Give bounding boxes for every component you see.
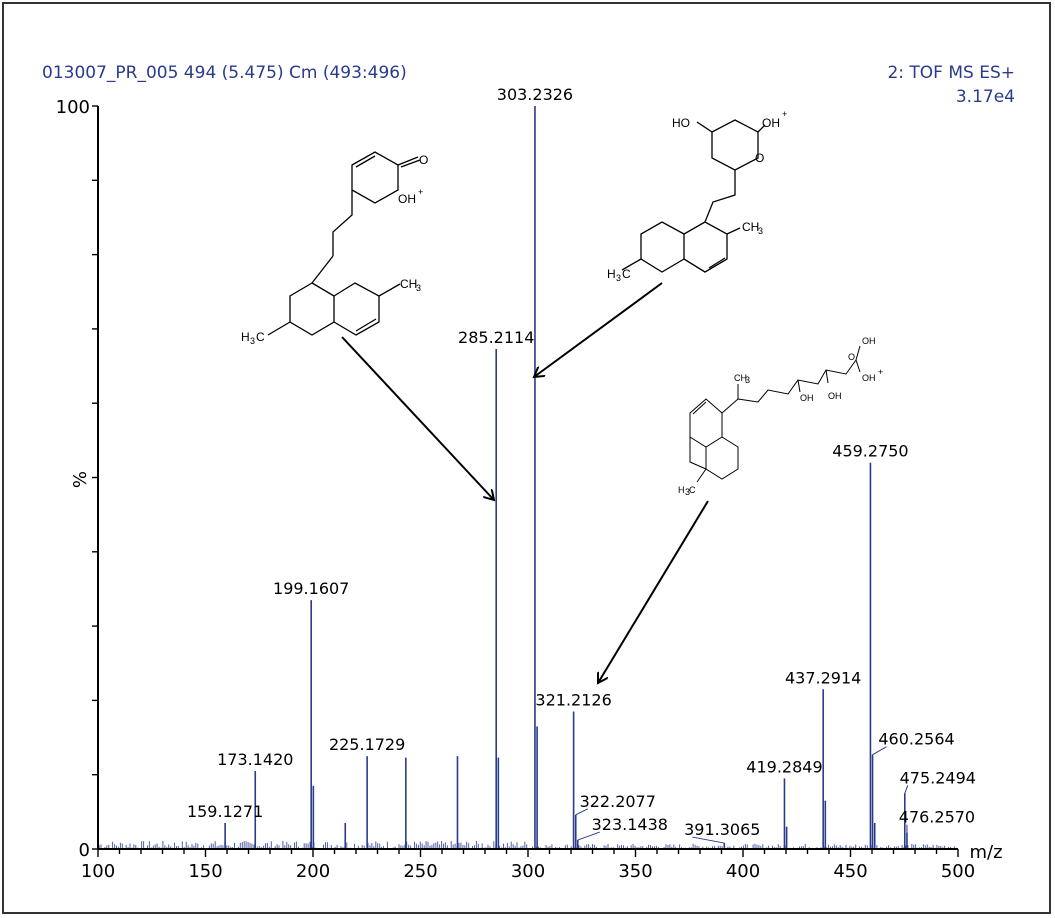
s3-oh-b: OH — [828, 391, 842, 401]
leader-line — [872, 746, 887, 756]
baseline-noise — [98, 840, 957, 849]
peak-label: 419.2849 — [746, 757, 822, 776]
x-tick-label: 150 — [188, 861, 222, 882]
peak-label: 321.2126 — [535, 691, 611, 710]
peak-label: 173.1420 — [217, 750, 293, 769]
x-tick-label: 350 — [618, 861, 652, 882]
function-header: 2: TOF MS ES+ — [887, 63, 1015, 83]
x-tick-label: 300 — [511, 861, 545, 882]
peak-label: 459.2750 — [832, 442, 908, 461]
s2-h3c: H — [607, 267, 616, 281]
arrow-structure-1 — [341, 336, 494, 500]
s1-plus: + — [418, 187, 423, 197]
s2-ho: HO — [672, 116, 690, 130]
y-tick-label: 100 — [56, 97, 90, 118]
x-tick-label: 200 — [296, 861, 330, 882]
y-tick-label: 0 — [79, 840, 90, 861]
s1-h3c-c: C — [256, 330, 265, 344]
x-tick-label: 500 — [941, 861, 975, 882]
s3-ch3: CH — [734, 373, 747, 383]
s1-ch3-sub: 3 — [416, 283, 421, 293]
leader-line — [692, 836, 725, 844]
s3-oh-a: OH — [800, 393, 814, 403]
structure-3 — [689, 345, 861, 483]
sample-header: 013007_PR_005 494 (5.475) Cm (493:496) — [42, 63, 407, 83]
noise-trace — [98, 840, 957, 849]
s3-oh-top: OH — [862, 336, 876, 346]
annotation-arrows — [341, 282, 709, 683]
s2-o-ring: O — [755, 151, 764, 165]
s1-oh-plus: OH — [398, 192, 416, 206]
x-tick-label: 250 — [403, 861, 437, 882]
peak-label: 199.1607 — [273, 579, 349, 598]
s2-ch3-sub: 3 — [758, 226, 763, 236]
s3-plus: + — [878, 367, 883, 377]
y-axis-label: % — [70, 471, 91, 488]
peak-label: 391.3065 — [684, 820, 760, 839]
intensity-header: 3.17e4 — [955, 87, 1015, 107]
s3-h3c: H — [678, 485, 685, 495]
s3-oh-plus: OH — [862, 373, 876, 383]
peak-label: 460.2564 — [878, 730, 954, 749]
leader-line — [577, 831, 600, 841]
s2-ch3: CH — [742, 220, 759, 234]
x-axis-label: m/z — [969, 842, 1002, 863]
arrow-structure-2 — [534, 282, 663, 377]
peak-label: 323.1438 — [592, 815, 668, 834]
s3-h3c-c: C — [689, 485, 696, 495]
s2-h3c-sub: 3 — [616, 273, 621, 283]
peak-label: 303.2326 — [497, 85, 573, 104]
s3-ch3-sub: 3 — [745, 375, 750, 385]
s1-o-top: O — [419, 153, 428, 167]
peak-label: 159.1271 — [187, 802, 263, 821]
x-tick-label: 100 — [81, 861, 115, 882]
x-tick-label: 400 — [726, 861, 760, 882]
peak-label: 285.2114 — [458, 328, 534, 347]
peak-label: 476.2570 — [899, 808, 975, 827]
s1-h3c-sub: 3 — [250, 336, 255, 346]
s1-h3c: H — [241, 330, 250, 344]
peak-label: 322.2077 — [580, 792, 656, 811]
peak-label: 475.2494 — [900, 768, 976, 787]
s1-ch3: CH — [400, 277, 417, 291]
s2-oh-plus: OH — [762, 116, 780, 130]
structure-1 — [267, 151, 421, 336]
s2-plus: + — [782, 109, 787, 119]
leader-line — [904, 785, 909, 794]
peak-labels: 159.1271 173.1420 199.1607 225.1729 285.2114… — [187, 85, 976, 844]
s3-o-acid: O — [848, 352, 855, 362]
peak-label: 437.2914 — [785, 668, 861, 687]
arrow-structure-3 — [598, 500, 709, 683]
s2-h3c-c: C — [622, 267, 631, 281]
peak-series — [224, 106, 908, 849]
leader-line — [575, 808, 588, 816]
structure-2 — [621, 119, 766, 273]
x-tick-label: 450 — [833, 861, 867, 882]
s3-h3c-sub: 3 — [685, 487, 690, 497]
peak-label: 225.1729 — [329, 735, 405, 754]
